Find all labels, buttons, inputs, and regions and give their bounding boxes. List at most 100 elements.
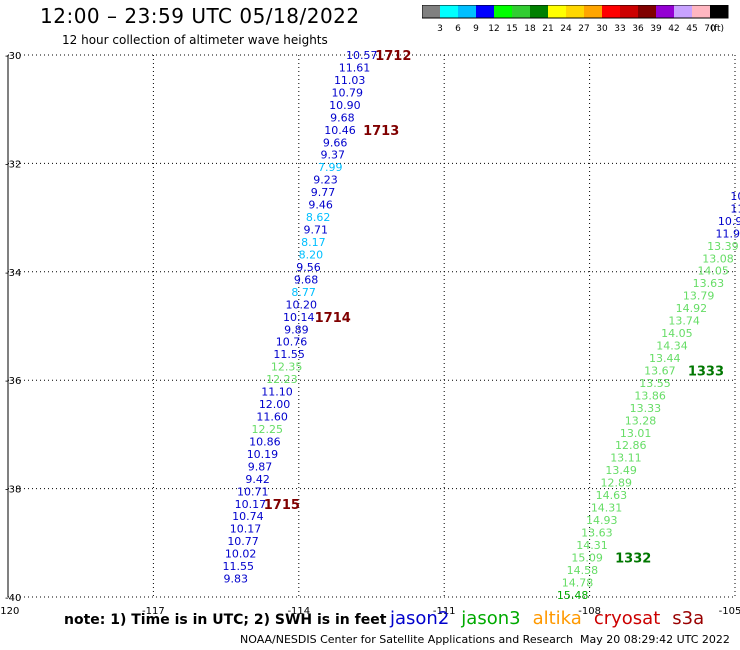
swh-value-jason3: 14.05 <box>697 265 729 278</box>
swh-value-jason2: 9.68 <box>294 273 319 286</box>
swh-value-jason2: 10.90 <box>329 99 361 112</box>
swh-value-jason2: 8.77 <box>291 286 316 299</box>
swh-value-jason3: 13.63 <box>693 277 725 290</box>
swh-value-jason3: 14.78 <box>562 576 594 589</box>
swh-value-jason2: 12.00 <box>259 398 291 411</box>
swh-value-jason3: 13.08 <box>702 252 734 265</box>
swh-value-jason3: 13.01 <box>620 427 652 440</box>
swh-value-jason2: 10.86 <box>249 435 281 448</box>
swh-value-jason2: 9.83 <box>224 573 249 586</box>
colorbar-swatch <box>638 5 656 18</box>
colorbar-tick-label: 36 <box>632 24 644 34</box>
x-tick-label: -120 <box>0 606 19 617</box>
swh-value-jason3: 14.93 <box>586 514 618 527</box>
swh-value-jason2: 10.02 <box>225 548 257 561</box>
swh-value-jason3: 14.34 <box>656 340 688 353</box>
y-tick-label: -40 <box>5 593 21 604</box>
swh-value-jason3: 13.28 <box>625 414 657 427</box>
swh-value-jason2: 12.35 <box>271 361 303 374</box>
swh-value-jason2: 12.23 <box>266 373 298 386</box>
colorbar-swatch <box>530 5 548 18</box>
swh-value-jason3: 14.92 <box>676 302 708 315</box>
legend-cryosat: cryosat <box>593 608 661 629</box>
wave-height-colorbar: 3 6 9 12 15 18 21 24 27 30 33 36 39 42 45 70(ft) <box>422 5 729 34</box>
swh-value-jason2: 10.17 <box>230 523 262 536</box>
footer-timestamp: May 20 08:29:42 UTC 2022 <box>580 633 730 646</box>
y-tick-label: -38 <box>5 485 21 496</box>
colorbar-swatch <box>692 5 710 18</box>
swh-value-jason2: 8.62 <box>306 211 331 224</box>
chart-title: 12:00 – 23:59 UTC 05/18/2022 <box>40 4 360 28</box>
colorbar-swatch <box>548 5 566 18</box>
time-label-jason2: 1714 <box>315 311 351 326</box>
swh-value-jason2: 9.77 <box>311 186 336 199</box>
swh-value-jason3: 13.33 <box>630 402 662 415</box>
colorbar-swatch <box>674 5 692 18</box>
footer-note: note: 1) Time is in UTC; 2) SWH is in fe… <box>64 612 387 628</box>
swh-value-jason2: 9.89 <box>284 323 309 336</box>
swh-value-jason3: 13.67 <box>644 364 676 377</box>
swh-value-jason2: 9.66 <box>323 136 348 149</box>
colorbar-swatch <box>566 5 584 18</box>
colorbar-tick-label: 12 <box>488 24 499 34</box>
swh-value-jason2: 7.99 <box>318 161 343 174</box>
swh-value-jason2: 10.79 <box>332 86 364 99</box>
x-tick-label: -111 <box>433 606 456 617</box>
swh-value-jason2: 9.56 <box>296 261 321 274</box>
swh-value-jason3: 13.49 <box>605 464 637 477</box>
colorbar-swatch <box>476 5 494 18</box>
swh-value-jason2: 10.57 <box>346 49 378 62</box>
swh-value-jason2: 9.46 <box>308 199 333 212</box>
time-label-jason3: 1332 <box>615 551 651 566</box>
legend-jason2: jason2 <box>390 608 450 629</box>
x-tick-label: -117 <box>142 606 165 617</box>
time-label-jason2: 1715 <box>264 498 300 513</box>
swh-value-jason3: 15.48 <box>557 589 589 602</box>
y-tick-label: -34 <box>5 268 21 279</box>
swh-value-jason2: 11.60 <box>256 411 288 424</box>
colorbar-swatch <box>512 5 530 18</box>
swh-value-jason2: 10.76 <box>276 336 308 349</box>
legend-jason3: jason3 <box>461 608 521 629</box>
swh-value-jason2: 10.17 <box>235 498 267 511</box>
colorbar-tick-label: 21 <box>542 24 553 34</box>
colorbar-swatch <box>602 5 620 18</box>
swh-value-jason2: 10.19 <box>247 448 279 461</box>
swh-value-jason2: 12.25 <box>252 423 284 436</box>
y-tick-label: -30 <box>5 51 21 62</box>
swh-value-jason2: 11.55 <box>222 560 254 573</box>
time-label-jason2: 1713 <box>363 124 399 139</box>
swh-value-jason2: 9.68 <box>330 111 355 124</box>
swh-value-jason3: 10.9 <box>718 215 740 228</box>
swh-value-jason3: 13.79 <box>683 290 715 303</box>
swh-value-jason2: 10.74 <box>232 510 264 523</box>
swh-value-jason3: 12.89 <box>601 477 633 490</box>
colorbar-tick-label: 24 <box>560 24 572 34</box>
colorbar-tick-label: 18 <box>524 24 536 34</box>
swh-value-jason3: 14.31 <box>591 502 623 515</box>
colorbar-swatch <box>656 5 674 18</box>
satellite-legend: jason2 jason3 altika cryosat s3a <box>390 608 716 629</box>
swh-value-jason3: 13.74 <box>668 315 700 328</box>
footer-credit: NOAA/NESDIS Center for Satellite Applica… <box>240 633 574 646</box>
legend-s3a: s3a <box>672 608 705 629</box>
colorbar-tick-label: 3 <box>437 24 443 34</box>
swh-value-jason2: 9.23 <box>313 174 338 187</box>
swh-value-jason2: 9.87 <box>248 460 273 473</box>
swh-value-jason2: 9.37 <box>320 149 345 162</box>
swh-value-jason3: 12.86 <box>615 439 647 452</box>
swh-value-jason2: 9.71 <box>304 224 329 237</box>
swh-value-jason3: 14.05 <box>661 327 693 340</box>
swh-value-jason3: 13.86 <box>634 389 666 402</box>
swh-value-jason3: 10 <box>730 190 740 203</box>
colorbar-swatch <box>620 5 638 18</box>
colorbar-tick-label: 15 <box>506 24 517 34</box>
swh-value-jason2: 11.61 <box>339 61 371 74</box>
swh-value-jason3: 11.9 <box>715 227 740 240</box>
colorbar-tick-label: 27 <box>578 24 589 34</box>
swh-value-jason2: 10.77 <box>227 535 259 548</box>
time-label-jason3: 1333 <box>688 364 724 379</box>
swh-value-jason2: 10.14 <box>283 311 315 324</box>
swh-value-jason2: 8.17 <box>301 236 326 249</box>
